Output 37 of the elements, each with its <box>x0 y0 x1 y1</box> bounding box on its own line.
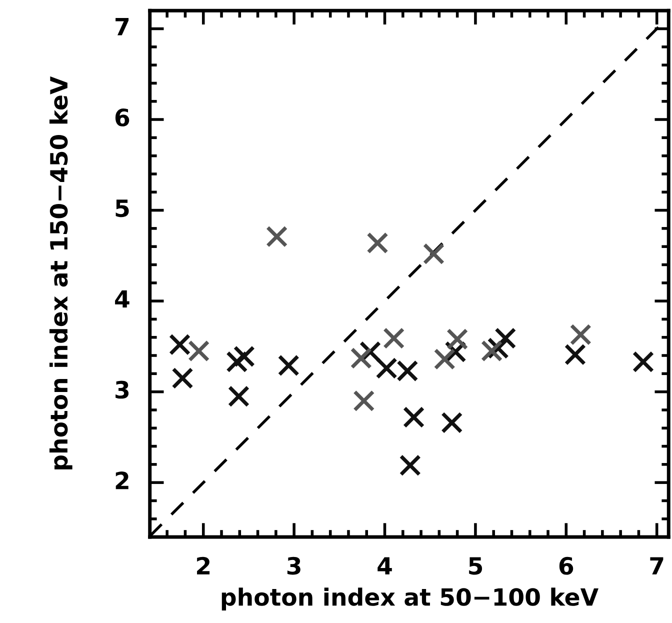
x-tick-label: 4 <box>378 557 392 574</box>
y-tick-label: 3 <box>116 380 129 399</box>
point <box>402 406 425 428</box>
point <box>226 351 248 373</box>
point <box>570 324 592 346</box>
y-tick-label: 5 <box>116 200 129 218</box>
point <box>168 334 191 356</box>
point <box>434 348 456 370</box>
point <box>233 346 256 368</box>
x-tick-label: 7 <box>650 557 664 574</box>
point <box>188 340 210 362</box>
x-axis-title: photon index at 50−100 keV <box>222 588 598 611</box>
point <box>632 351 654 373</box>
point <box>228 386 250 408</box>
y-tick-label: 4 <box>115 290 130 308</box>
point <box>382 327 405 350</box>
x-tick-label: 3 <box>287 556 300 575</box>
point <box>480 340 503 362</box>
y-tick-label: 2 <box>116 472 128 490</box>
point <box>441 412 463 434</box>
point <box>353 390 375 412</box>
y-tick-label: 6 <box>115 108 130 126</box>
point <box>350 347 372 370</box>
y-axis-title: photon index at 150−450 keV <box>49 76 72 470</box>
x-tick-label: 2 <box>197 556 210 574</box>
point <box>266 226 288 248</box>
y-tick-label: 7 <box>116 18 129 36</box>
point <box>172 367 194 390</box>
point <box>399 454 421 476</box>
point <box>564 344 586 366</box>
point <box>446 328 468 350</box>
point <box>422 243 445 265</box>
point <box>494 327 516 350</box>
point <box>278 354 300 376</box>
point <box>366 232 388 254</box>
x-tick-label: 6 <box>559 556 574 575</box>
x-tick-label: 5 <box>469 557 482 575</box>
